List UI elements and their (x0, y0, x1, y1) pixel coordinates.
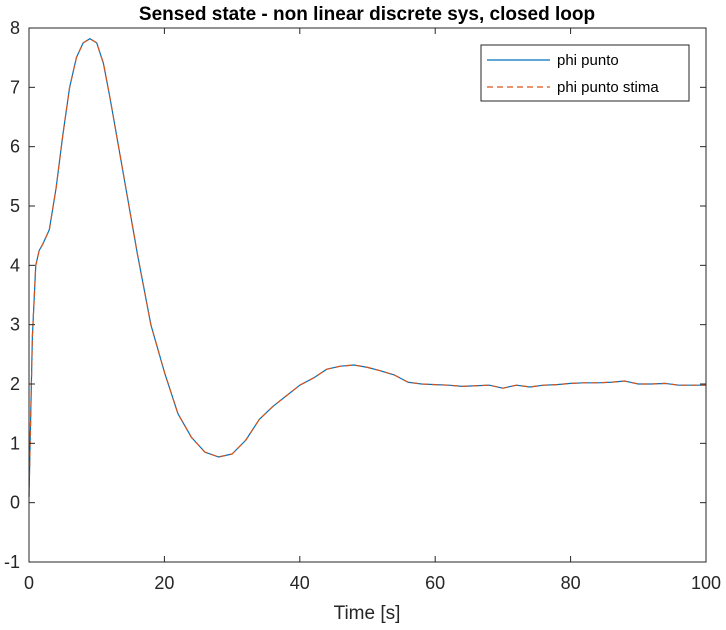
legend-label-phi-punto-stima: phi punto stima (557, 79, 659, 96)
chart-title: Sensed state - non linear discrete sys, … (139, 4, 595, 25)
x-axis-label: Time [s] (334, 603, 401, 624)
x-tick-label: 60 (425, 573, 445, 593)
legend-box (480, 44, 690, 102)
y-tick-label: 4 (10, 255, 20, 275)
y-tick-label: 1 (10, 433, 20, 453)
y-tick-label: 7 (10, 77, 20, 97)
x-tick-label: 80 (561, 573, 581, 593)
series-line-phi-punto-stima (28, 38, 706, 497)
legend-label-phi-punto: phi punto (557, 52, 619, 69)
plot-frame (28, 27, 707, 563)
plot-area (29, 28, 706, 562)
x-tick-label: 40 (290, 573, 310, 593)
legend: phi punto phi punto stima (480, 44, 690, 102)
x-tick-label: 0 (24, 573, 34, 593)
x-tick-label: 100 (691, 573, 721, 593)
y-tick-label: 5 (10, 196, 20, 216)
y-tick-label: 8 (10, 18, 20, 38)
y-tick-label: 6 (10, 137, 20, 157)
y-tick-label: 0 (10, 493, 20, 513)
y-tick-label: -1 (4, 552, 20, 572)
x-tick-label: 20 (154, 573, 174, 593)
series-layer (28, 38, 706, 497)
y-tick-label: 3 (10, 315, 20, 335)
y-tick-label: 2 (10, 374, 20, 394)
